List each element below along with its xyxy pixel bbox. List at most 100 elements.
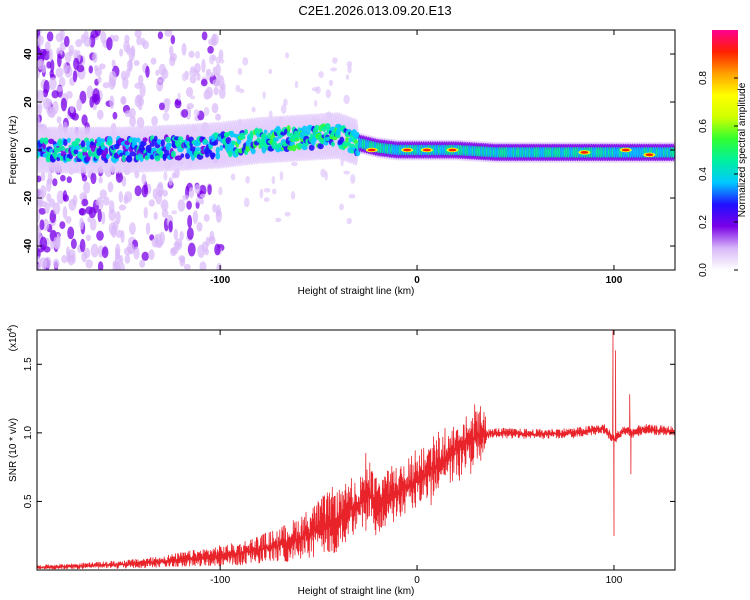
spectrogram-noise-cell	[271, 175, 276, 185]
spectrogram-noise-cell	[96, 109, 104, 120]
spectrogram-noise-cell	[186, 200, 192, 210]
spectrogram-y-tick-label: 20	[23, 96, 34, 108]
spectrogram-noise-cell	[239, 88, 245, 94]
spectrogram-noise-cell	[158, 63, 167, 76]
snr-y-tick-label: 1.5	[23, 357, 34, 371]
spectrogram-y-tick-label: -20	[23, 190, 34, 205]
snr-y-axis-label: SNR (10 * v/v)	[8, 418, 19, 482]
spectrogram-noise-cell	[115, 210, 121, 225]
spectrogram-band-cell	[63, 138, 68, 147]
spectrogram-noise-cell	[52, 258, 60, 269]
spectrogram-noise-cell	[126, 59, 133, 71]
spectrogram-noise-cell	[189, 74, 197, 84]
spectrogram-noise-cell	[57, 53, 62, 68]
spectrogram-noise-cell	[203, 106, 210, 116]
spectrogram-noise-cell	[200, 78, 208, 87]
spectrogram-noise-cell	[283, 98, 288, 107]
spectrogram-noise-cell	[315, 86, 321, 94]
spectrogram-band-cell	[49, 148, 54, 153]
spectrogram-noise-cell	[180, 256, 185, 264]
spectrogram-band-cell	[142, 137, 148, 143]
snr-y-multiplier: (x104)	[7, 325, 19, 352]
spectrogram-noise-cell	[106, 37, 113, 51]
spectrogram-noise-cell	[263, 187, 271, 193]
spectrogram-band-cell	[160, 139, 165, 148]
spectrogram-noise-cell	[71, 254, 76, 264]
spectrogram-noise-cell	[98, 176, 103, 184]
spectrogram-band-cell	[96, 136, 102, 144]
spectrogram-noise-cell	[96, 230, 104, 241]
spectrogram-noise-cell	[79, 217, 85, 230]
spectrogram-noise-cell	[208, 38, 215, 46]
spectrogram-noise-cell	[123, 195, 129, 205]
spectrogram-noise-cell	[123, 40, 130, 53]
spectrogram-band-cell	[213, 139, 219, 146]
spectrogram-noise-cell	[343, 94, 350, 105]
spectrogram-band-cell	[307, 124, 313, 130]
spectrogram-noise-cell	[279, 171, 284, 181]
spectrogram-noise-cell	[37, 209, 41, 224]
spectrogram-noise-cell	[37, 102, 43, 114]
spectrogram-noise-cell	[169, 55, 176, 67]
snr-x-tick-label: 100	[606, 575, 623, 586]
spectrogram-noise-cell	[108, 70, 117, 85]
spectrogram-noise-cell	[42, 97, 51, 110]
spectrogram-noise-cell	[155, 183, 164, 196]
spectrogram-noise-cell	[211, 103, 219, 114]
spectrogram-noise-cell	[201, 31, 208, 41]
spectrogram-band-core	[671, 147, 675, 158]
colorbar-tick-label: 0.4	[698, 167, 709, 181]
spectrogram-noise-cell	[85, 234, 91, 242]
spectrogram-noise-cell	[209, 230, 215, 242]
spectrogram-noise-cell	[215, 204, 221, 217]
spectrogram-noise-cell	[72, 70, 78, 83]
spectrogram-noise-cell	[87, 216, 92, 223]
spectrogram-noise-cell	[170, 247, 177, 257]
spectrogram-noise-cell	[62, 206, 68, 219]
spectrogram-noise-cell	[85, 206, 94, 215]
spectrogram-x-tick-label: 100	[606, 275, 623, 286]
spectrogram-noise-cell	[139, 259, 146, 268]
spectrogram-noise-cell	[150, 57, 157, 65]
spectrogram-noise-cell	[181, 72, 188, 82]
spectrogram-noise-cell	[171, 172, 177, 179]
spectrogram-noise-cell	[40, 171, 46, 182]
spectrogram-band-cell	[162, 153, 167, 161]
spectrogram-noise-cell	[136, 116, 145, 129]
spectrogram-noise-cell	[125, 68, 131, 78]
spectrogram-noise-cell	[133, 246, 140, 260]
spectrogram-noise-cell	[92, 52, 98, 64]
spectrogram-noise-cell	[37, 263, 42, 270]
spectrogram-noise-cell	[215, 56, 221, 65]
spectrogram-noise-cell	[196, 221, 203, 232]
spectrogram-noise-cell	[64, 51, 72, 63]
spectrogram-noise-cell	[79, 208, 85, 216]
spectrogram-noise-cell	[67, 226, 75, 240]
spectrogram-noise-cell	[55, 67, 64, 78]
spectrogram-highlight	[645, 153, 654, 157]
spectrogram-noise-cell	[350, 173, 356, 184]
spectrogram-band-cell	[175, 155, 183, 161]
spectrogram-noise-cell	[291, 161, 298, 167]
spectrogram-band-cell	[121, 154, 126, 163]
spectrogram-noise-cell	[163, 171, 168, 181]
colorbar-ticks: 0.0 0.2 0.4 0.6 0.8	[698, 71, 738, 277]
spectrogram-band-cell	[291, 144, 297, 152]
spectrogram-noise-cell	[182, 194, 189, 201]
spectrogram-noise-cell	[113, 34, 120, 42]
spectrogram-band-cell	[301, 145, 308, 151]
spectrogram-band-cell	[305, 130, 311, 136]
spectrogram-noise-cell	[95, 199, 101, 206]
spectrogram-noise-cell	[203, 214, 210, 222]
spectrogram-noise-cell	[118, 204, 127, 211]
spectrogram-noise-cell	[145, 65, 150, 78]
spectrogram-noise-cell	[88, 65, 94, 74]
spectrogram-band-cell	[203, 138, 208, 144]
spectrogram-band-cell	[286, 131, 291, 137]
spectrogram-noise-cell	[83, 247, 91, 259]
spectrogram-noise-cell	[237, 67, 243, 76]
spectrogram-band-cell	[154, 155, 161, 162]
spectrogram-band-cell	[135, 137, 141, 143]
spectrogram-noise-cell	[268, 110, 273, 119]
spectrogram-noise-cell	[65, 90, 73, 99]
